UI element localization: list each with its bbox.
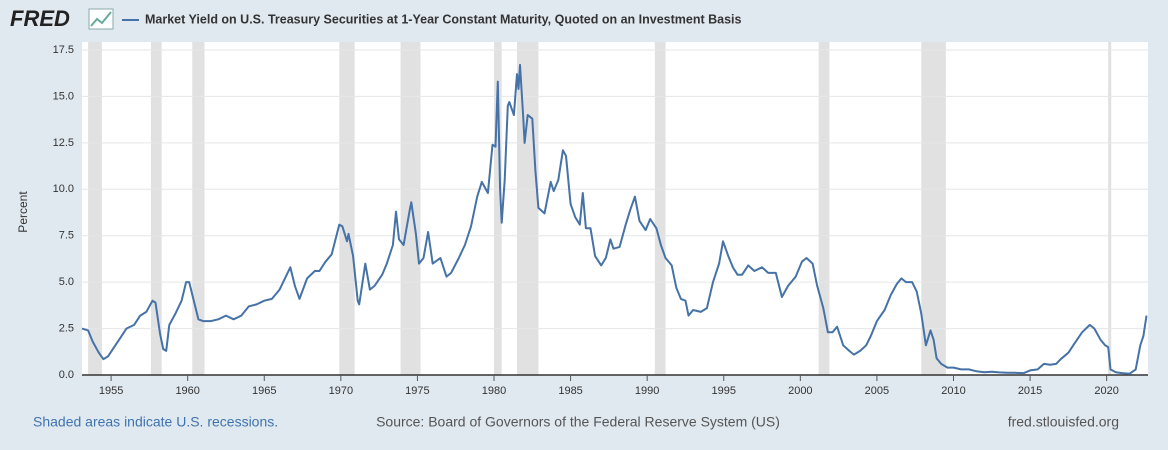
recession-band (192, 42, 205, 375)
x-tick-label: 1995 (712, 385, 736, 397)
y-tick-label: 10.0 (53, 183, 74, 195)
source: Source: Board of Governors of the Federa… (376, 414, 780, 430)
y-tick-label: 2.5 (59, 322, 74, 334)
legend-label: Market Yield on U.S. Treasury Securities… (145, 12, 742, 26)
plot-area (82, 42, 1148, 375)
x-tick-label: 1970 (329, 385, 353, 397)
recession-band (818, 42, 830, 375)
x-tick-label: 2005 (865, 385, 889, 397)
logo[interactable]: FRED (10, 6, 70, 31)
recession-note[interactable]: Shaded areas indicate U.S. recessions. (33, 414, 278, 430)
x-tick-label: 1960 (175, 385, 199, 397)
x-tick-label: 2015 (1018, 385, 1042, 397)
recession-band (1108, 42, 1112, 375)
x-tick-label: 1985 (558, 385, 582, 397)
y-tick-label: 15.0 (53, 90, 74, 102)
y-tick-label: 17.5 (53, 44, 74, 56)
x-tick-label: 1955 (99, 385, 123, 397)
y-tick-label: 12.5 (53, 137, 74, 149)
x-tick-label: 1965 (252, 385, 276, 397)
x-tick-label: 2010 (941, 385, 965, 397)
x-tick-label: 1990 (635, 385, 659, 397)
x-tick-label: 2000 (788, 385, 812, 397)
x-tick-label: 2020 (1094, 385, 1118, 397)
recession-band (654, 42, 666, 375)
recession-band (339, 42, 355, 375)
recession-band (150, 42, 162, 375)
x-tick-label: 1980 (482, 385, 506, 397)
y-axis-label: Percent (16, 191, 30, 233)
y-tick-label: 7.5 (59, 230, 74, 242)
data-line (81, 63, 1148, 375)
logo-icon (88, 8, 114, 30)
recession-band (516, 42, 539, 375)
x-tick-label: 1975 (405, 385, 429, 397)
recession-band (494, 42, 502, 375)
y-tick-label: 5.0 (59, 276, 74, 288)
recession-band (88, 42, 102, 375)
recession-band (921, 42, 946, 375)
y-tick-label: 0.0 (59, 369, 74, 381)
site[interactable]: fred.stlouisfed.org (1008, 414, 1119, 430)
